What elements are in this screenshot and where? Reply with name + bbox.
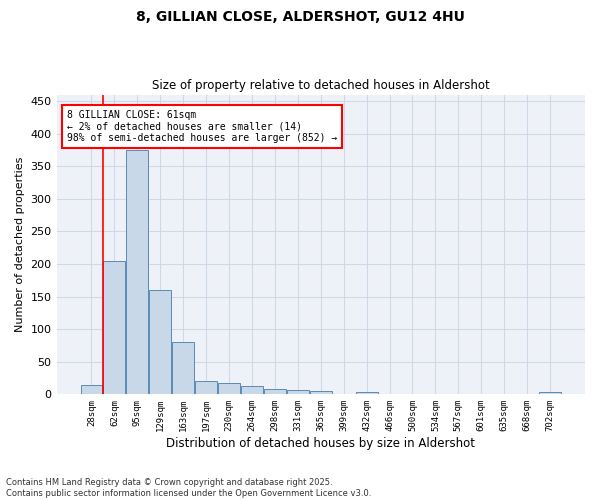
Bar [218, 382, 240, 394]
Bar [195, 382, 217, 394]
Bar [241, 386, 263, 394]
Bar [80, 384, 103, 394]
Text: 8, GILLIAN CLOSE, ALDERSHOT, GU12 4HU: 8, GILLIAN CLOSE, ALDERSHOT, GU12 4HU [136, 10, 464, 24]
Title: Size of property relative to detached houses in Aldershot: Size of property relative to detached ho… [152, 79, 490, 92]
Bar [127, 150, 148, 394]
Bar [356, 392, 377, 394]
Y-axis label: Number of detached properties: Number of detached properties [15, 157, 25, 332]
Bar [103, 260, 125, 394]
Bar [287, 390, 309, 394]
Bar [172, 342, 194, 394]
Bar [149, 290, 171, 395]
X-axis label: Distribution of detached houses by size in Aldershot: Distribution of detached houses by size … [166, 437, 475, 450]
Text: 8 GILLIAN CLOSE: 61sqm
← 2% of detached houses are smaller (14)
98% of semi-deta: 8 GILLIAN CLOSE: 61sqm ← 2% of detached … [67, 110, 337, 142]
Bar [264, 389, 286, 394]
Bar [310, 391, 332, 394]
Bar [539, 392, 561, 394]
Text: Contains HM Land Registry data © Crown copyright and database right 2025.
Contai: Contains HM Land Registry data © Crown c… [6, 478, 371, 498]
